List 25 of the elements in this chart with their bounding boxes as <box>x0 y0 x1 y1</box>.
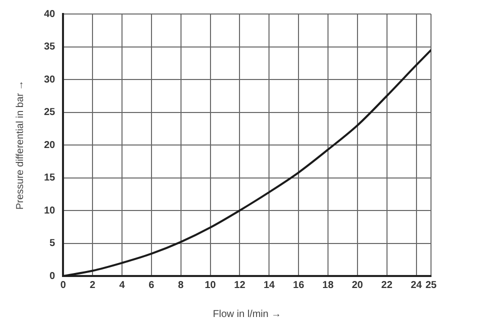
x-tick-label: 24 <box>410 280 422 291</box>
x-tick-label: 6 <box>148 280 155 291</box>
x-tick-label: 12 <box>234 280 246 291</box>
x-tick-label: 8 <box>178 280 184 291</box>
x-tick-label: 22 <box>381 280 393 291</box>
y-tick-label: 10 <box>44 205 56 216</box>
x-tick-label: 10 <box>204 280 216 291</box>
y-tick-label: 15 <box>44 172 56 184</box>
x-tick-label: 16 <box>293 280 305 291</box>
x-tick-label: 14 <box>264 280 276 291</box>
x-tick-label: 0 <box>60 280 66 291</box>
x-tick-label: 25 <box>425 280 437 291</box>
x-tick-label: 20 <box>352 280 364 291</box>
y-axis-title: Pressure differential in bar → <box>14 80 26 210</box>
x-axis-title: Flow in l/min → <box>212 308 282 320</box>
y-tick-label: 35 <box>44 42 56 52</box>
y-tick-label: 0 <box>50 270 56 282</box>
x-tick-label: 18 <box>322 280 334 291</box>
y-tick-label: 40 <box>44 8 56 20</box>
x-tick-label: 2 <box>90 280 96 291</box>
x-tick-label: 4 <box>119 280 126 291</box>
y-tick-label: 25 <box>44 107 56 118</box>
y-tick-label: 30 <box>44 74 56 86</box>
y-tick-label: 5 <box>50 238 56 249</box>
y-tick-label: 20 <box>44 140 56 151</box>
